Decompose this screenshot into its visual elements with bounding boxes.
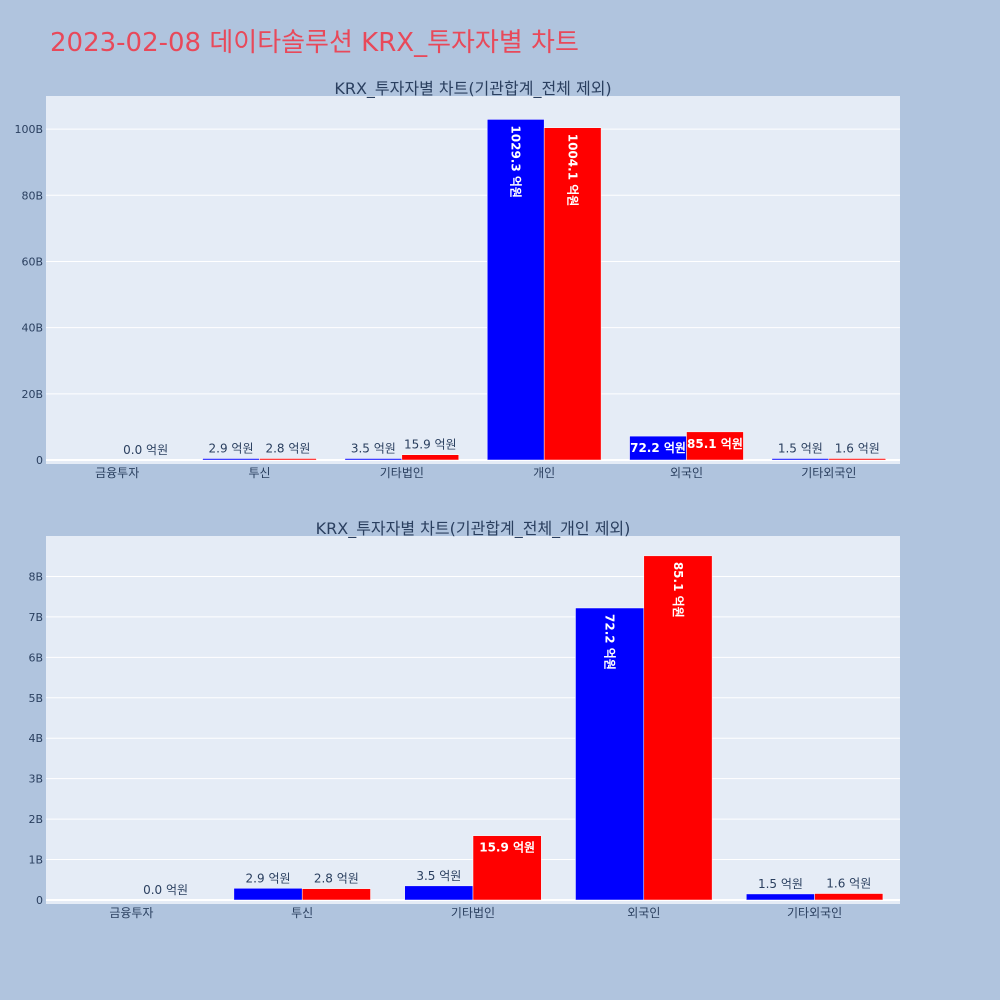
chart-2: 0 1B 2B 3B 4B 5B 6B 7B 8B KRX_투자자별 차트(기관합계_전체_개인 … xyxy=(28,519,900,920)
bar xyxy=(344,458,403,461)
y-tick-label: 80B xyxy=(21,189,43,202)
bar xyxy=(643,555,713,901)
bar xyxy=(233,888,303,901)
y-tick-label: 40B xyxy=(21,322,43,335)
data-label: 85.1 억원 xyxy=(687,437,743,451)
y-tick-label: 0 xyxy=(36,894,43,907)
data-label: 72.2 억원 xyxy=(603,614,617,670)
data-label: 2.9 억원 xyxy=(246,871,291,885)
y-tick-label: 5B xyxy=(28,692,43,705)
data-label: 72.2 억원 xyxy=(630,441,686,455)
bar xyxy=(814,893,884,901)
y-tick-label: 100B xyxy=(14,123,43,136)
data-label: 1.6 억원 xyxy=(835,442,880,456)
bar xyxy=(828,458,887,461)
data-label: 0.0 억원 xyxy=(143,883,188,897)
data-label: 3.5 억원 xyxy=(351,442,396,456)
bar xyxy=(401,454,460,461)
x-tick-label: 기타외국인 xyxy=(801,466,856,480)
x-tick-label: 금융투자 xyxy=(109,906,153,920)
y-tick-label: 1B xyxy=(28,854,43,867)
x-tick-label: 기타법인 xyxy=(451,906,495,920)
y-tick-label: 7B xyxy=(28,611,43,624)
data-label: 2.8 억원 xyxy=(265,442,310,456)
chart-1: 0 20B 40B 60B 80B 100B KRX_투자자별 차트(기관합계_전체 제외)… xyxy=(14,79,900,480)
bar xyxy=(404,885,474,901)
y-tick-label: 60B xyxy=(21,255,43,268)
bar xyxy=(543,127,602,461)
x-tick-label: 기타법인 xyxy=(380,466,424,480)
x-tick-label: 기타외국인 xyxy=(787,906,842,920)
x-tick-label: 투신 xyxy=(291,906,313,920)
chart-title: KRX_투자자별 차트(기관합계_전체_개인 제외) xyxy=(316,519,631,539)
bar xyxy=(202,458,260,461)
data-label: 15.9 억원 xyxy=(479,841,535,855)
page-title: 2023-02-08 데이타솔루션 KRX_투자자별 차트 xyxy=(50,28,579,58)
data-label: 1.6 억원 xyxy=(826,877,871,891)
y-tick-label: 20B xyxy=(21,388,43,401)
x-tick-label: 금융투자 xyxy=(95,466,139,480)
y-tick-label: 4B xyxy=(28,732,43,745)
x-tick-label: 투신 xyxy=(248,466,270,480)
data-label: 0.0 억원 xyxy=(123,443,168,457)
data-label: 1.5 억원 xyxy=(758,877,803,891)
y-tick-label: 2B xyxy=(28,813,43,826)
data-label: 3.5 억원 xyxy=(416,869,461,883)
bar xyxy=(301,888,371,901)
data-label: 2.9 억원 xyxy=(209,442,254,456)
data-label: 15.9 억원 xyxy=(404,438,457,452)
data-label: 1029.3 억원 xyxy=(509,125,523,198)
data-label: 1004.1 억원 xyxy=(566,134,580,207)
data-label: 85.1 억원 xyxy=(671,562,685,618)
y-tick-label: 3B xyxy=(28,773,43,786)
y-tick-label: 6B xyxy=(28,651,43,664)
y-tick-label: 8B xyxy=(28,570,43,583)
bar xyxy=(746,893,815,901)
plot-area xyxy=(46,96,900,464)
data-label: 1.5 억원 xyxy=(778,442,823,456)
data-label: 2.8 억원 xyxy=(314,872,359,886)
bar xyxy=(686,431,744,461)
bar xyxy=(259,458,317,461)
bar xyxy=(472,835,542,901)
bar xyxy=(771,458,830,461)
x-tick-label: 외국인 xyxy=(670,466,703,480)
x-tick-label: 개인 xyxy=(533,466,555,480)
chart-title: KRX_투자자별 차트(기관합계_전체 제외) xyxy=(334,79,611,99)
y-tick-label: 0 xyxy=(36,454,43,467)
x-tick-label: 외국인 xyxy=(627,906,660,920)
